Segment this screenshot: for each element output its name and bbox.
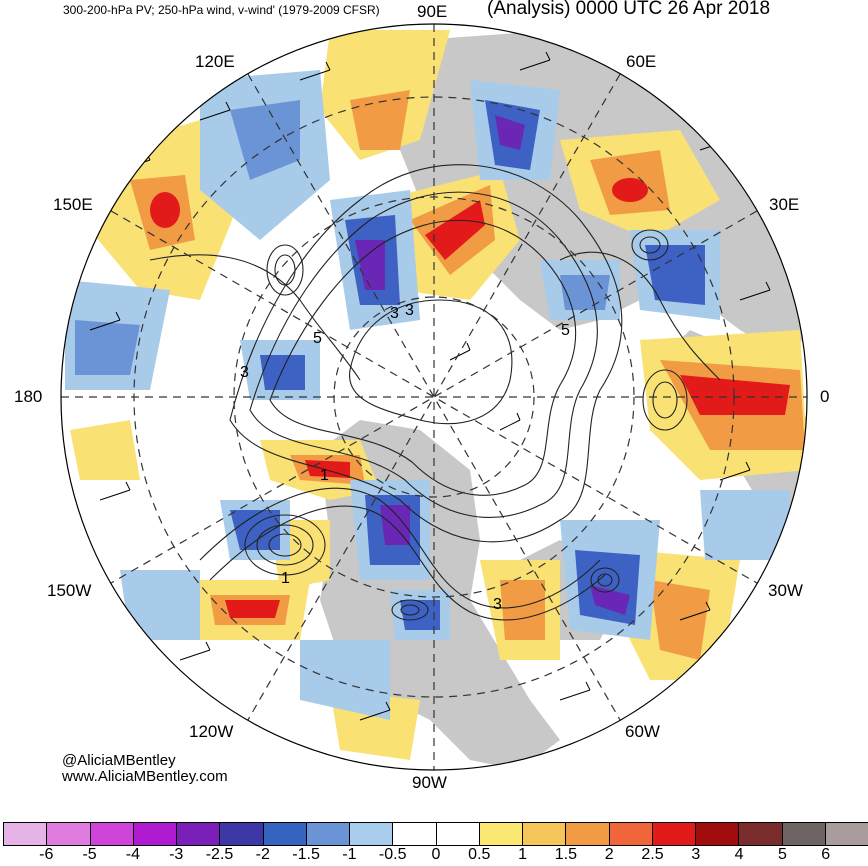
longitude-label-90w: 90W (412, 773, 447, 792)
colorbar-swatch (435, 823, 479, 845)
pv-negative-region (230, 510, 280, 550)
longitude-label-30w: 30W (768, 581, 803, 600)
contour-label: 3 (390, 305, 399, 322)
credit-handle: @AliciaMBentley (62, 752, 176, 769)
contour-label: 3 (493, 596, 502, 613)
colorbar-tick-label: -3 (169, 846, 184, 863)
colorbar-swatch (46, 823, 90, 845)
credit-website: www.AliciaMBentley.com (62, 768, 228, 785)
colorbar-tick-label: -6 (39, 846, 54, 863)
colorbar-swatch (219, 823, 263, 845)
pv-negative-core (590, 585, 630, 615)
colorbar-swatch (522, 823, 566, 845)
colorbar-tick-label: -4 (125, 846, 141, 863)
pv-positive-core (425, 200, 485, 260)
colorbar-swatch (781, 823, 825, 845)
colorbar-tick-label: 3 (691, 846, 701, 863)
colorbar-tick-label: -1.5 (292, 846, 320, 863)
colorbar-swatch (478, 823, 522, 845)
map-disk (61, 24, 807, 770)
colorbar-swatch (305, 823, 349, 845)
colorbar-swatch (392, 823, 436, 845)
pv-positive-region (500, 580, 545, 640)
pv-positive-region (70, 420, 140, 480)
contour-label: 3 (240, 364, 249, 381)
colorbar-swatch (651, 823, 695, 845)
colorbar-swatch (349, 823, 393, 845)
colorbar-tick-label: 1 (518, 846, 528, 863)
colorbar-tick-label: 0 (431, 846, 441, 863)
pv-anomaly-shading (65, 30, 807, 760)
longitude-label-150e: 150E (53, 195, 93, 214)
longitude-label-0: 0 (820, 387, 830, 406)
contour-label: 5 (313, 330, 322, 347)
colorbar-swatch (3, 823, 47, 845)
colorbar-swatch (262, 823, 306, 845)
colorbar-tick-label: 5 (777, 846, 787, 863)
pv-negative-region (260, 355, 305, 390)
pv-positive-region (350, 90, 410, 150)
pv-negative-region (575, 550, 640, 625)
colorbar-swatch (738, 823, 782, 845)
colorbar-swatch (176, 823, 220, 845)
colorbar (3, 822, 868, 846)
colorbar-ticks: -6 -5 -4 -3 -2.5 -2 -1.5 -1 -0.5 0 0.5 1 1.5 2 2.5 3 4 5 6 (0, 846, 868, 866)
height-contours (149, 164, 721, 621)
pv-negative-core (495, 115, 525, 150)
colorbar-swatch (565, 823, 609, 845)
longitude-label-60e: 60E (626, 52, 657, 71)
contour-label: 1 (320, 467, 329, 484)
pv-positive-core (680, 375, 790, 415)
colorbar-tick-label: -1 (342, 846, 357, 863)
pv-positive-core (225, 600, 280, 618)
colorbar-tick-label: 0.5 (468, 846, 491, 863)
pv-negative-region (300, 640, 390, 720)
longitude-label-60w: 60W (625, 722, 660, 741)
map-subtitle: 300-200-hPa PV; 250-hPa wind, v-wind' (1… (63, 3, 380, 17)
colorbar-swatch (132, 823, 176, 845)
colorbar-swatch (824, 823, 868, 845)
colorbar-tick-label: -2.5 (205, 846, 234, 863)
pv-negative-region (700, 490, 790, 560)
pv-positive-core (150, 192, 180, 228)
contour-label: 1 (281, 570, 290, 587)
pv-negative-region (645, 245, 705, 305)
colorbar-swatch (695, 823, 739, 845)
colorbar-swatch (89, 823, 133, 845)
pv-negative-region (400, 600, 440, 630)
colorbar-tick-label: 2.5 (641, 846, 664, 863)
colorbar-tick-label: -5 (82, 846, 97, 863)
graticule (61, 24, 807, 770)
colorbar-tick-label: 4 (734, 846, 744, 863)
map-border (60, 23, 808, 771)
colorbar-tick-label: 2 (604, 846, 614, 863)
pv-negative-core (355, 240, 385, 290)
longitude-label-120e: 120E (195, 52, 235, 71)
wind-barbs (89, 51, 771, 721)
pv-negative-region (230, 100, 300, 180)
longitude-label-90e: 90E (417, 2, 448, 21)
longitude-label-150w: 150W (47, 581, 92, 600)
pv-negative-region (560, 275, 610, 310)
longitude-label-30e: 30E (769, 195, 800, 214)
colorbar-tick-label: 1.5 (554, 846, 578, 863)
pv-negative-region (120, 570, 200, 640)
longitude-label-120w: 120W (189, 722, 234, 741)
contour-label: 5 (561, 322, 570, 339)
pv-positive-core (612, 178, 648, 202)
colorbar-tick-label: -0.5 (378, 846, 407, 863)
longitude-label-180: 180 (14, 387, 43, 406)
colorbar-tick-label: -2 (255, 846, 270, 863)
contour-label: 3 (405, 302, 414, 319)
map-title: (Analysis) 0000 UTC 26 Apr 2018 (487, 0, 771, 19)
colorbar-tick-label: 6 (821, 846, 831, 863)
pv-negative-region (75, 320, 140, 375)
colorbar-swatch (608, 823, 652, 845)
